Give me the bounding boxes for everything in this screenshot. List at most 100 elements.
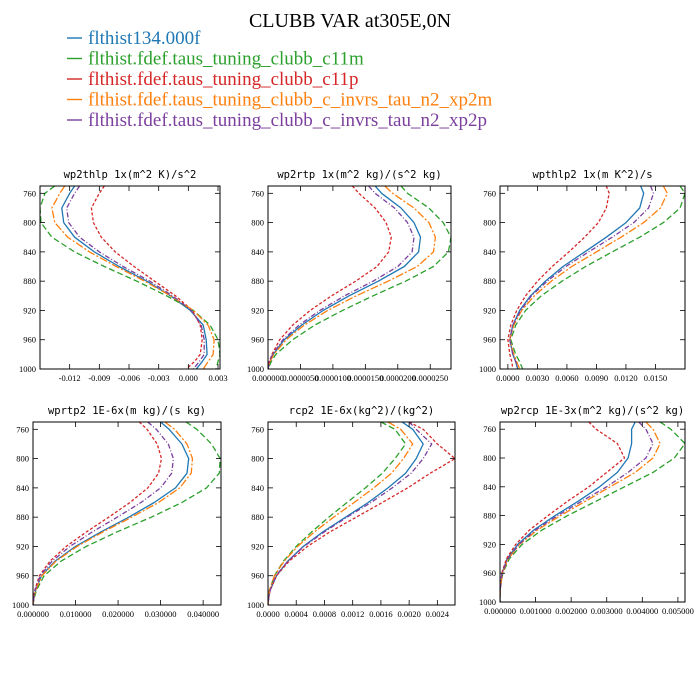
series-line-0-4: [66, 186, 205, 369]
ytick-label-3-2: 840: [16, 483, 29, 493]
ytick-label-5-4: 920: [483, 539, 496, 549]
xtick-label-1-5: 0.0000250: [412, 373, 448, 383]
ytick-label-0-4: 920: [23, 305, 36, 315]
ytick-label-5-6: 1000: [479, 597, 496, 607]
xtick-label-1-2: 0.0000100: [315, 373, 351, 383]
xtick-label-4-4: 0.0016: [369, 609, 392, 619]
panel-title-5: wp2rcp 1E-3x(m^2 kg)/(s^2 kg): [501, 405, 684, 417]
xtick-label-0-3: -0.003: [148, 373, 170, 383]
plot-frame-1: [267, 185, 452, 370]
ytick-label-2-2: 840: [483, 247, 496, 257]
ytick-label-2-5: 960: [483, 335, 496, 345]
series-line-5-3: [500, 422, 661, 602]
xtick-label-5-3: 0.003000: [591, 606, 623, 616]
ytick-label-1-2: 840: [251, 247, 264, 257]
series-line-4-3: [268, 422, 414, 605]
series-line-2-2: [507, 186, 610, 369]
figure-title: CLUBB VAR at305E,0N: [249, 10, 451, 32]
xtick-label-3-0: 0.000000: [17, 609, 49, 619]
xtick-label-5-2: 0.002000: [555, 606, 587, 616]
xtick-label-5-0: 0.000000: [484, 606, 516, 616]
series-line-4-1: [268, 422, 407, 605]
series-line-4-0: [268, 422, 424, 605]
ytick-label-0-2: 840: [23, 247, 36, 257]
ytick-label-2-0: 760: [483, 188, 496, 198]
xtick-label-5-5: 0.005000: [662, 606, 694, 616]
series-line-3-1: [33, 422, 221, 605]
chart-panel-4: rcp2 1E-6x(kg^2)/(kg^2) 760 800 840 880 920 96…: [247, 405, 456, 619]
series-line-2-0: [509, 186, 645, 369]
ytick-label-0-6: 1000: [19, 364, 36, 374]
xtick-label-1-1: 0.0000050: [282, 373, 318, 383]
xtick-label-0-0: -0.012: [59, 373, 81, 383]
xtick-label-0-2: -0.006: [118, 373, 140, 383]
series-line-4-4: [268, 422, 433, 605]
chart-panel-3: wprtp2 1E-6x(m kg)/(s kg) 760 800 840 880 920…: [12, 405, 222, 619]
series-line-0-3: [51, 186, 215, 369]
chart-panel-1: wp2rtp 1x(m^2 kg)/(s^2 kg) 760 800 840 880 92…: [247, 169, 452, 383]
xtick-label-2-4: 0.0120: [614, 373, 637, 383]
ytick-label-3-1: 800: [16, 454, 29, 464]
xtick-label-4-3: 0.0012: [341, 609, 364, 619]
ytick-label-1-1: 800: [251, 218, 264, 228]
legend: flthist134.000fflthist.fdef.taus_tuning_…: [67, 28, 492, 131]
ytick-label-2-1: 800: [483, 218, 496, 228]
ytick-label-5-3: 880: [483, 511, 496, 521]
xtick-label-2-0: 0.0000: [496, 373, 519, 383]
ytick-label-4-4: 920: [251, 541, 264, 551]
ytick-label-4-1: 800: [251, 454, 264, 464]
series-line-3-4: [33, 422, 175, 605]
xtick-label-3-4: 0.040000: [187, 609, 219, 619]
xtick-label-5-4: 0.004000: [626, 606, 658, 616]
plot-frame-2: [499, 185, 686, 370]
xtick-label-3-2: 0.020000: [102, 609, 134, 619]
xtick-label-4-5: 0.0020: [397, 609, 420, 619]
xtick-label-2-3: 0.0090: [585, 373, 608, 383]
ytick-label-5-1: 800: [483, 453, 496, 463]
ytick-label-0-1: 800: [23, 218, 36, 228]
ytick-label-1-4: 920: [251, 305, 264, 315]
ytick-label-3-5: 960: [16, 571, 29, 581]
ytick-label-3-3: 880: [16, 512, 29, 522]
ytick-label-0-5: 960: [23, 335, 36, 345]
xtick-label-5-1: 0.001000: [520, 606, 552, 616]
series-line-4-2: [268, 422, 455, 605]
ytick-label-5-2: 840: [483, 482, 496, 492]
series-line-1-2: [268, 186, 392, 369]
chart-panel-0: wp2thlp 1x(m^2 K)/s^2 760 800 840 880 920 960 1…: [19, 169, 228, 383]
ytick-label-4-6: 1000: [247, 600, 264, 610]
ytick-label-0-0: 760: [23, 188, 36, 198]
ytick-label-4-2: 840: [251, 483, 264, 493]
series-line-3-2: [33, 422, 163, 605]
xtick-label-3-3: 0.030000: [145, 609, 177, 619]
xtick-label-1-0: 0.000000: [252, 373, 284, 383]
panel-title-0: wp2thlp 1x(m^2 K)/s^2: [64, 169, 197, 181]
ytick-label-3-6: 1000: [12, 600, 29, 610]
ytick-label-0-3: 880: [23, 276, 36, 286]
ytick-label-4-0: 760: [251, 424, 264, 434]
xtick-label-1-4: 0.0000200: [380, 373, 416, 383]
xtick-label-3-1: 0.010000: [60, 609, 92, 619]
plot-frame-5: [499, 421, 686, 603]
xtick-label-0-5: 0.003: [208, 373, 227, 383]
xtick-label-2-2: 0.0060: [555, 373, 578, 383]
series-line-5-2: [500, 422, 626, 602]
series-line-1-0: [268, 186, 422, 369]
plot-frame-0: [39, 185, 221, 370]
legend-entry-4: flthist.fdef.taus_tuning_clubb_c_invrs_t…: [88, 110, 487, 131]
xtick-label-1-3: 0.0000150: [347, 373, 383, 383]
ytick-label-1-3: 880: [251, 276, 264, 286]
xtick-label-0-1: -0.009: [88, 373, 110, 383]
ytick-label-3-4: 920: [16, 541, 29, 551]
ytick-label-5-0: 760: [483, 424, 496, 434]
xtick-label-4-0: 0.0000: [256, 609, 279, 619]
legend-entry-2: flthist.fdef.taus_tuning_clubb_c11p: [88, 69, 359, 90]
plot-frame-4: [267, 421, 456, 606]
legend-entry-3: flthist.fdef.taus_tuning_clubb_c_invrs_t…: [88, 90, 492, 111]
series-line-0-0: [61, 186, 208, 369]
panels: wp2thlp 1x(m^2 K)/s^2 760 800 840 880 920 960 1…: [12, 169, 694, 619]
series-line-2-4: [509, 186, 655, 369]
ytick-label-2-6: 1000: [479, 364, 496, 374]
ytick-label-2-3: 880: [483, 276, 496, 286]
